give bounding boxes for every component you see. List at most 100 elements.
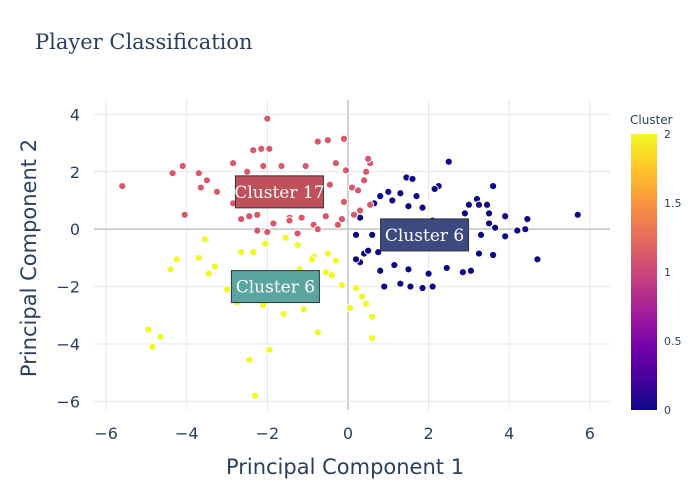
data-point-cluster-0 bbox=[533, 255, 542, 264]
data-points bbox=[118, 114, 582, 400]
data-point-cluster-0 bbox=[388, 196, 397, 205]
data-point-cluster-0 bbox=[384, 187, 393, 196]
data-point-cluster-1 bbox=[285, 216, 294, 225]
data-point-cluster-2 bbox=[144, 325, 153, 334]
data-point-cluster-1 bbox=[349, 210, 359, 219]
x-tick-label: 6 bbox=[585, 424, 595, 443]
data-point-cluster-0 bbox=[476, 230, 486, 240]
colorbar-gradient bbox=[631, 134, 657, 410]
data-point-cluster-2 bbox=[251, 391, 260, 400]
data-point-cluster-0 bbox=[424, 269, 433, 278]
data-point-cluster-0 bbox=[444, 157, 453, 166]
data-point-cluster-2 bbox=[166, 265, 175, 274]
x-tick-label: −6 bbox=[94, 424, 118, 443]
data-point-cluster-0 bbox=[484, 219, 494, 228]
data-point-cluster-0 bbox=[406, 282, 415, 291]
data-point-cluster-1 bbox=[253, 226, 262, 235]
x-tick-label: −2 bbox=[256, 424, 280, 443]
data-point-cluster-0 bbox=[351, 255, 361, 264]
annotation-text: Cluster 6 bbox=[236, 278, 315, 298]
data-point-cluster-1 bbox=[333, 220, 342, 229]
chart-title: Player Classification bbox=[35, 30, 253, 54]
colorbar-ticks: 0 0.5 1 1.5 2 bbox=[664, 128, 682, 417]
annotation-text: Cluster 6 bbox=[385, 226, 464, 246]
data-point-cluster-1 bbox=[301, 161, 310, 171]
data-point-cluster-0 bbox=[501, 232, 510, 241]
data-point-cluster-0 bbox=[458, 268, 467, 277]
data-point-cluster-0 bbox=[418, 283, 427, 293]
data-point-cluster-0 bbox=[521, 225, 530, 234]
data-point-cluster-0 bbox=[501, 212, 510, 221]
data-point-cluster-1 bbox=[178, 161, 187, 171]
data-point-cluster-1 bbox=[339, 197, 349, 206]
data-point-cluster-0 bbox=[464, 200, 474, 209]
data-point-cluster-0 bbox=[408, 174, 417, 184]
data-point-cluster-1 bbox=[364, 154, 373, 163]
data-point-cluster-1 bbox=[313, 137, 322, 146]
data-point-cluster-1 bbox=[366, 200, 375, 209]
data-point-cluster-2 bbox=[194, 253, 203, 262]
data-point-cluster-0 bbox=[482, 200, 492, 209]
data-point-cluster-2 bbox=[293, 240, 302, 250]
data-point-cluster-2 bbox=[245, 355, 254, 364]
data-point-cluster-2 bbox=[222, 285, 232, 294]
data-point-cluster-1 bbox=[277, 161, 286, 171]
data-point-cluster-2 bbox=[279, 309, 288, 318]
data-point-cluster-1 bbox=[321, 212, 330, 221]
data-point-cluster-1 bbox=[339, 134, 349, 143]
data-point-cluster-1 bbox=[265, 144, 274, 153]
data-point-cluster-0 bbox=[428, 282, 437, 291]
data-point-cluster-0 bbox=[474, 249, 484, 258]
y-tick-label: 0 bbox=[70, 220, 80, 239]
data-point-cluster-1 bbox=[297, 213, 306, 222]
data-point-cluster-2 bbox=[362, 299, 371, 308]
y-tick-label: 2 bbox=[70, 163, 80, 182]
cluster-annotation: Cluster 17 bbox=[234, 175, 325, 209]
data-point-cluster-2 bbox=[249, 248, 258, 257]
data-point-cluster-2 bbox=[261, 239, 270, 248]
annotation-box bbox=[380, 218, 470, 252]
data-point-cluster-1 bbox=[180, 210, 189, 219]
data-point-cluster-1 bbox=[359, 176, 369, 185]
x-tick-label: −4 bbox=[175, 424, 199, 443]
data-point-cluster-0 bbox=[412, 192, 421, 201]
x-tick-label: 4 bbox=[504, 424, 514, 443]
data-point-cluster-1 bbox=[257, 144, 266, 153]
data-point-cluster-2 bbox=[323, 249, 332, 258]
colorbar: Cluster 0 0.5 1 1.5 2 bbox=[630, 113, 682, 417]
data-point-cluster-1 bbox=[228, 159, 238, 168]
data-point-cluster-2 bbox=[345, 304, 355, 313]
data-point-cluster-2 bbox=[299, 305, 308, 314]
cluster-annotations: Cluster 17 Cluster 6 Cluster 6 bbox=[230, 175, 470, 304]
data-point-cluster-0 bbox=[523, 215, 532, 224]
data-point-cluster-1 bbox=[196, 183, 205, 192]
data-point-cluster-1 bbox=[337, 215, 347, 224]
x-axis-title: Principal Component 1 bbox=[226, 455, 464, 479]
annotation-box bbox=[230, 270, 320, 304]
data-point-cluster-2 bbox=[368, 312, 377, 321]
data-point-cluster-1 bbox=[194, 169, 203, 178]
data-point-cluster-1 bbox=[259, 161, 268, 171]
data-point-cluster-1 bbox=[323, 136, 332, 145]
data-point-cluster-2 bbox=[210, 262, 220, 271]
data-point-cluster-0 bbox=[430, 184, 439, 194]
data-point-cluster-1 bbox=[353, 186, 363, 195]
data-point-cluster-0 bbox=[460, 209, 469, 218]
data-point-cluster-1 bbox=[118, 182, 127, 191]
data-point-cluster-0 bbox=[376, 266, 385, 275]
data-point-cluster-0 bbox=[491, 223, 500, 232]
data-point-cluster-2 bbox=[331, 256, 340, 265]
data-point-cluster-0 bbox=[404, 265, 413, 274]
data-point-cluster-1 bbox=[293, 229, 302, 238]
data-point-cluster-2 bbox=[337, 281, 347, 290]
data-point-cluster-0 bbox=[484, 209, 494, 218]
x-tick-label: 2 bbox=[424, 424, 434, 443]
grid-lines bbox=[94, 100, 610, 410]
data-point-cluster-1 bbox=[355, 206, 365, 215]
data-point-cluster-2 bbox=[265, 345, 274, 354]
data-point-cluster-2 bbox=[237, 248, 246, 257]
data-point-cluster-0 bbox=[396, 279, 405, 288]
data-point-cluster-2 bbox=[351, 283, 361, 293]
data-point-cluster-1 bbox=[269, 219, 278, 228]
